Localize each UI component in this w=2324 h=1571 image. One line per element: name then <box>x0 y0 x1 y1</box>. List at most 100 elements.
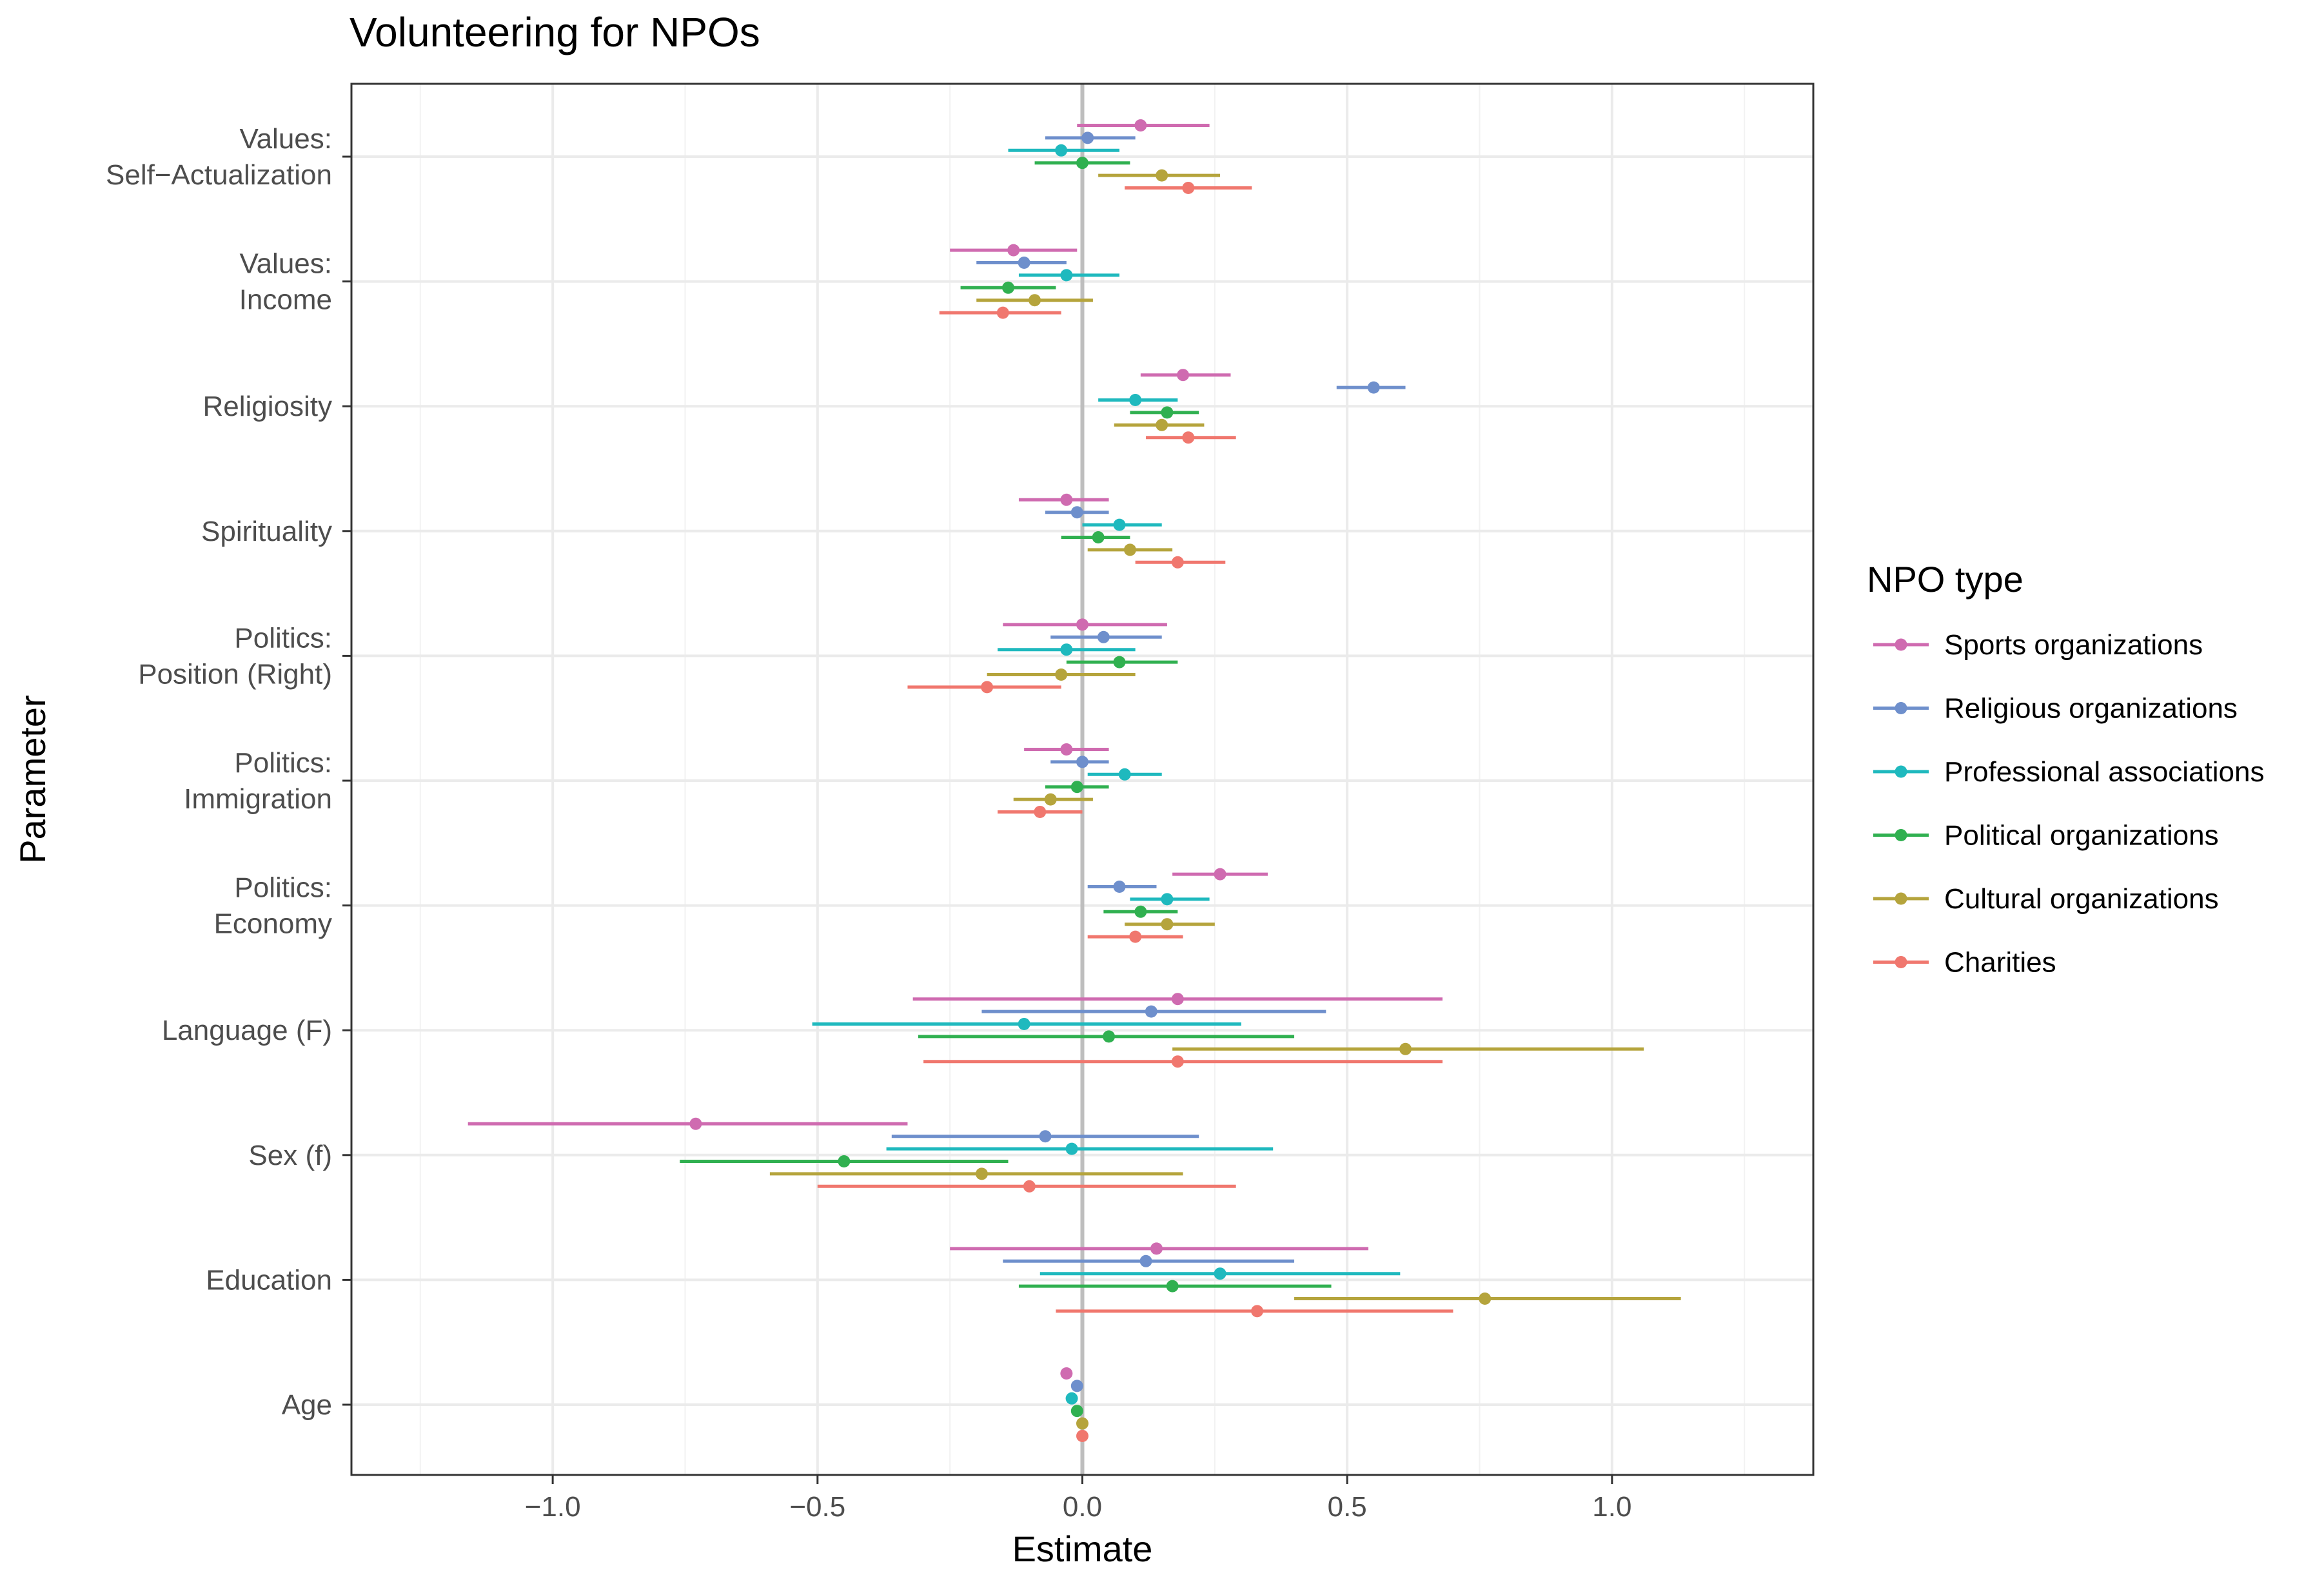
estimate-point <box>1161 918 1174 931</box>
x-tick-label: −0.5 <box>789 1491 845 1523</box>
series-5 <box>817 182 1453 1442</box>
legend-items: Sports organizations Religious organizati… <box>1873 629 2264 979</box>
estimate-point <box>1070 1405 1083 1418</box>
estimate-point <box>1060 1367 1073 1380</box>
x-tick-label: −1.0 <box>525 1491 581 1523</box>
estimate-point <box>1060 643 1073 656</box>
estimate-point <box>1214 1267 1226 1280</box>
estimate-point <box>1134 905 1147 918</box>
estimate-point <box>1182 431 1195 444</box>
estimate-point <box>838 1155 851 1167</box>
estimate-point <box>1060 743 1073 756</box>
estimate-point <box>1171 556 1184 569</box>
estimate-point <box>1070 781 1083 794</box>
estimate-point <box>1081 132 1094 144</box>
estimate-point <box>1139 1254 1152 1267</box>
legend-key-point <box>1895 829 1907 841</box>
x-tick-label: 0.0 <box>1063 1491 1102 1523</box>
series-2 <box>812 144 1401 1405</box>
series-1 <box>891 132 1406 1392</box>
estimate-point <box>689 1117 702 1130</box>
estimate-point <box>1171 1055 1184 1068</box>
estimate-point <box>1076 756 1088 768</box>
legend-key-point <box>1895 638 1907 651</box>
estimate-point <box>1156 418 1168 431</box>
estimate-point <box>1129 394 1142 406</box>
estimate-point <box>1214 868 1226 881</box>
estimate-point <box>981 681 994 694</box>
estimate-point <box>1023 1180 1036 1193</box>
y-tick-label: Politics: Immigration <box>184 747 332 815</box>
legend-key-point <box>1895 702 1907 714</box>
estimate-point <box>1150 1242 1163 1255</box>
y-tick-label: Sex (f) <box>248 1140 332 1171</box>
estimate-point <box>1076 1430 1088 1442</box>
estimate-point <box>1018 1018 1030 1030</box>
legend-key-point <box>1895 765 1907 778</box>
legend-label: Religious organizations <box>1944 693 2238 725</box>
series-0 <box>468 119 1443 1380</box>
y-tick-label: Values: Income <box>239 248 332 316</box>
estimate-point <box>1007 244 1020 257</box>
y-tick-label: Language (F) <box>162 1015 332 1046</box>
estimate-point <box>1044 793 1057 806</box>
legend: NPO type Sports organizations Religious o… <box>1867 559 2264 979</box>
x-axis-title: Estimate <box>1012 1528 1153 1569</box>
estimate-point <box>1002 281 1015 294</box>
estimate-point <box>1103 1030 1116 1043</box>
estimate-point <box>1113 881 1126 893</box>
y-tick-label: Politics: Position (Right) <box>138 622 332 690</box>
estimate-point <box>1161 406 1174 419</box>
axes: −1.0 −0.5 0.0 0.5 1.0 Values: Self−Actualizati… <box>106 123 1631 1523</box>
y-tick-label: Spirituality <box>201 516 332 547</box>
x-tick-label: 1.0 <box>1592 1491 1631 1523</box>
chart-title: Volunteering for NPOs <box>350 9 760 55</box>
y-tick-label: Religiosity <box>202 391 332 422</box>
estimate-point <box>1113 518 1126 531</box>
estimate-point <box>1092 531 1105 543</box>
estimate-point <box>1123 543 1136 556</box>
estimate-point <box>1070 1380 1083 1392</box>
estimate-point <box>1076 618 1088 631</box>
legend-label: Political organizations <box>1944 820 2219 852</box>
y-tick-label: Age <box>282 1389 332 1421</box>
y-axis-title: Parameter <box>12 695 53 863</box>
series-marks <box>468 119 1681 1442</box>
legend-label: Sports organizations <box>1944 629 2203 661</box>
legend-item: Sports organizations <box>1873 629 2203 661</box>
legend-item: Charities <box>1873 947 2056 979</box>
estimate-point <box>1118 768 1131 781</box>
series-4 <box>769 169 1681 1430</box>
estimate-point <box>1060 493 1073 506</box>
estimate-point <box>1039 1130 1052 1143</box>
estimate-point <box>1113 656 1126 668</box>
estimate-point <box>1161 893 1174 906</box>
legend-item: Political organizations <box>1873 820 2219 852</box>
estimate-point <box>1166 1280 1179 1293</box>
estimate-point <box>996 306 1009 319</box>
estimate-point <box>1251 1305 1264 1318</box>
estimate-point <box>1129 930 1142 943</box>
legend-title: NPO type <box>1867 559 2024 600</box>
estimate-point <box>1029 294 1041 307</box>
legend-label: Cultural organizations <box>1944 883 2219 915</box>
legend-key-point <box>1895 956 1907 968</box>
estimate-point <box>1055 144 1068 157</box>
legend-label: Professional associations <box>1944 756 2264 788</box>
estimate-point <box>1070 506 1083 519</box>
y-tick-label: Values: Self−Actualization <box>106 123 332 191</box>
y-tick-label: Politics: Economy <box>214 872 332 940</box>
estimate-point <box>975 1167 988 1180</box>
legend-item: Religious organizations <box>1873 693 2238 725</box>
x-tick-label: 0.5 <box>1328 1491 1367 1523</box>
estimate-point <box>1055 668 1068 681</box>
estimate-point <box>1182 182 1195 194</box>
legend-label: Charities <box>1944 947 2056 979</box>
legend-item: Cultural organizations <box>1873 883 2219 915</box>
estimate-point <box>1060 269 1073 282</box>
y-tick-label: Education <box>206 1264 332 1296</box>
estimate-point <box>1076 157 1088 170</box>
estimate-point <box>1367 381 1380 394</box>
